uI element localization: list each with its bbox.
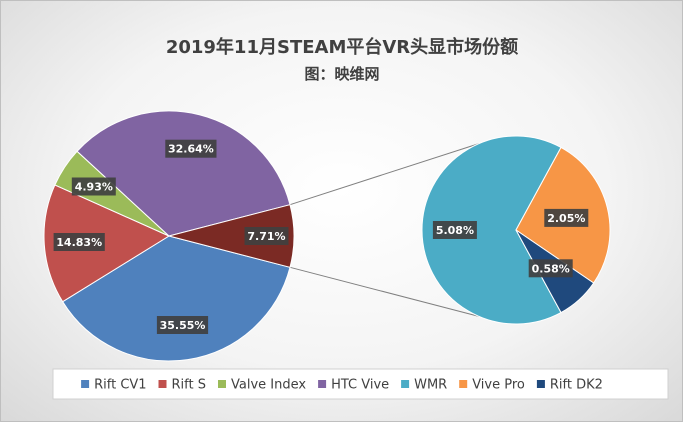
legend: Rift CV1 Rift S Valve Index HTC Vive WMR Vive… xyxy=(81,378,603,393)
label-wmr: 5.08% xyxy=(432,221,477,239)
legend-item-rift-dk2: Rift DK2 xyxy=(536,378,603,393)
legend-item-vive-pro: Vive Pro xyxy=(459,378,525,393)
label-rift-s: 14.83% xyxy=(53,233,105,251)
legend-item-valve-index: Valve Index xyxy=(218,378,306,393)
connector-line-bottom xyxy=(289,266,480,317)
legend-item-rift-s: Rift S xyxy=(158,378,206,393)
legend-label: Rift DK2 xyxy=(550,378,603,393)
legend-swatch xyxy=(218,380,226,388)
label-htc-vive: 32.64% xyxy=(165,139,217,158)
label-rift-cv1: 35.55% xyxy=(156,316,209,334)
svg-text:14.83%: 14.83% xyxy=(56,236,102,249)
legend-swatch xyxy=(459,380,468,388)
legend-label: HTC Vive xyxy=(331,378,389,393)
svg-text:7.71%: 7.71% xyxy=(247,230,285,243)
legend-box xyxy=(52,368,669,400)
label-other: 7.71% xyxy=(244,227,289,245)
legend-label: Rift CV1 xyxy=(94,378,146,393)
secondary-pie xyxy=(421,135,611,325)
main-pie xyxy=(43,110,295,362)
label-valve-index: 4.93% xyxy=(71,177,116,196)
legend-swatch xyxy=(158,380,167,388)
slice-htc-vive xyxy=(76,110,291,237)
chart-subtitle: 图：映维网 xyxy=(304,65,379,83)
label-rift-dk2: 0.58% xyxy=(528,259,573,278)
legend-swatch xyxy=(81,380,90,388)
svg-text:5.08%: 5.08% xyxy=(436,224,474,237)
svg-text:4.93%: 4.93% xyxy=(75,181,113,194)
legend-item-rift-cv1: Rift CV1 xyxy=(81,378,147,393)
legend-label: Valve Index xyxy=(231,378,306,393)
svg-text:2.05%: 2.05% xyxy=(547,212,585,225)
label-vive-pro: 2.05% xyxy=(544,208,589,227)
legend-label: WMR xyxy=(414,378,447,393)
legend-item-wmr: WMR xyxy=(401,378,447,393)
connector-line-top xyxy=(289,143,480,206)
data-labels: 35.55% 14.83% 4.93% 32.64% 7.71% 5.08% 2.05% 0.… xyxy=(53,139,589,334)
legend-swatch xyxy=(536,380,545,388)
slice-rift-s xyxy=(43,184,171,303)
legend-swatch xyxy=(401,380,410,388)
slice-wmr xyxy=(421,135,562,325)
legend-item-htc-vive: HTC Vive xyxy=(318,378,389,393)
chart-title: 2019年11月STEAM平台VR头显市场份额 xyxy=(166,36,518,58)
svg-text:0.58%: 0.58% xyxy=(532,262,570,275)
legend-label: Rift S xyxy=(172,378,206,393)
svg-text:32.64%: 32.64% xyxy=(168,143,214,156)
svg-text:35.55%: 35.55% xyxy=(160,319,206,332)
connector-lines xyxy=(289,143,480,317)
legend-label: Vive Pro xyxy=(472,378,525,393)
slice-other xyxy=(167,204,295,268)
slice-rift-cv1 xyxy=(61,235,291,362)
legend-swatch xyxy=(318,380,327,388)
